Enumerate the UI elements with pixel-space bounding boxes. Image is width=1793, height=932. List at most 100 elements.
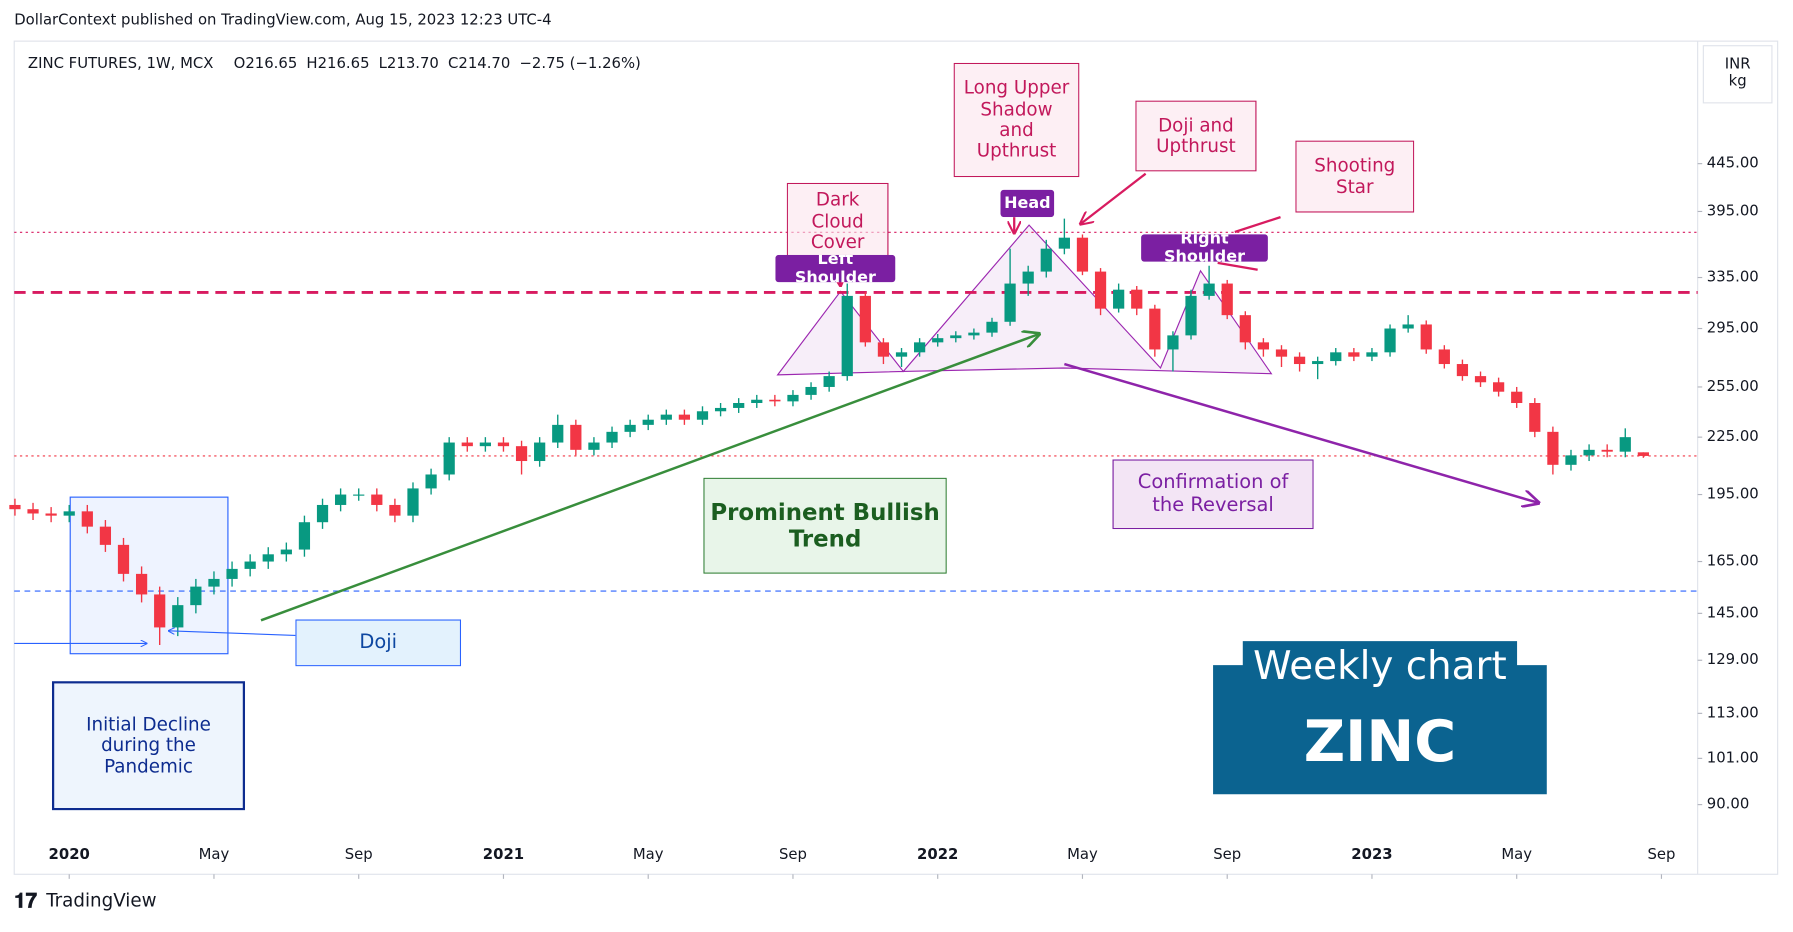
annotation-text: Dark Cloud Cover [786, 182, 889, 261]
annotation-text: Shooting Star [1295, 140, 1415, 213]
candle-body [1094, 271, 1107, 309]
annotation: Right Shoulder [1141, 234, 1268, 262]
x-tick-label: 2023 [1351, 845, 1392, 863]
candle-body [1529, 403, 1541, 432]
ohlc-label: L213.70 [379, 54, 439, 72]
ohlc-label: O216.65 [234, 54, 298, 72]
candle-body [1293, 356, 1306, 365]
arrow [1217, 261, 1258, 271]
candle-body [1257, 342, 1270, 350]
y-tick-label: 255.00 [1707, 377, 1759, 395]
candle-body [714, 407, 727, 412]
x-tick-label: Sep [345, 845, 373, 863]
badge-line1: Weekly chart [1253, 644, 1507, 689]
annotation: Initial Decline during the Pandemic [51, 681, 246, 811]
candle-body [389, 504, 401, 516]
y-tick-label: 225.00 [1707, 427, 1759, 445]
annotation-text: Confirmation of the Reversal [1112, 459, 1314, 530]
annotation: Head [1000, 189, 1055, 218]
candle-body [751, 399, 763, 404]
ohlc-label: H216.65 [306, 54, 369, 72]
candle-body [335, 494, 347, 505]
candle-body [45, 513, 57, 516]
y-tick-label: 395.00 [1707, 201, 1759, 219]
candle-body [1040, 248, 1052, 272]
y-tick-label: 195.00 [1707, 485, 1759, 503]
x-tick-label: May [1067, 845, 1098, 863]
candle-body [841, 295, 853, 377]
x-tick-label: 2022 [917, 845, 958, 863]
x-tick-label: May [1501, 845, 1532, 863]
candle-body [371, 494, 383, 505]
y-tick-label: 145.00 [1707, 603, 1759, 621]
x-tick-label: 2020 [49, 845, 90, 863]
candle-body [298, 522, 311, 550]
candle-body [787, 394, 799, 402]
candle-body [1619, 437, 1631, 452]
candle-body [154, 594, 166, 628]
x-tick-label: May [633, 845, 664, 863]
highlight-zone [69, 496, 229, 655]
candle-body [552, 424, 564, 443]
trend-line [260, 334, 1039, 622]
candle-body [443, 442, 455, 475]
candle-body [280, 549, 292, 555]
frame [13, 40, 1779, 875]
y-tick-label: 90.00 [1707, 795, 1750, 813]
candle-body [1022, 271, 1034, 284]
annotation-text: Prominent Bullish Trend [703, 477, 947, 574]
candle-body [1113, 289, 1125, 309]
candle-body [1565, 455, 1577, 465]
annotation-text: Right Shoulder [1141, 234, 1268, 262]
candle-body [968, 332, 980, 336]
candle-body [1348, 352, 1360, 357]
candle-body [515, 446, 528, 462]
candle-body [1275, 349, 1288, 357]
candle-body [1330, 352, 1342, 362]
candle-body [624, 424, 636, 432]
x-tick-label: Sep [779, 845, 807, 863]
y-tick-label: 445.00 [1707, 154, 1759, 172]
annotation: Long Upper Shadow and Upthrust [953, 62, 1080, 178]
candle-body [1131, 289, 1143, 309]
candle-body [1456, 364, 1469, 377]
brand: TradingView [45, 891, 156, 912]
candle-body [1366, 352, 1378, 357]
candle-body [1058, 237, 1070, 249]
candle-body [27, 509, 39, 514]
candle-body [1167, 335, 1179, 350]
candle-body [172, 605, 184, 628]
candle-body [823, 376, 835, 387]
candle-body [660, 414, 672, 420]
candle-body [1004, 283, 1016, 322]
candle-body [1474, 376, 1487, 383]
candle-body [1637, 452, 1649, 456]
candle-body [81, 511, 93, 527]
candle-body [244, 561, 256, 569]
candle-body [1076, 237, 1089, 272]
candle-body [805, 386, 817, 395]
candle-body [190, 586, 202, 606]
logo-mark: 𝟏𝟕 [14, 889, 37, 913]
candle-body [678, 414, 691, 420]
candle-body [570, 424, 582, 450]
candle-body [9, 504, 21, 510]
candle-body [914, 342, 926, 353]
arrow [169, 631, 296, 636]
candle-body [1149, 308, 1161, 350]
candle-body [407, 488, 419, 516]
annotation: Confirmation of the Reversal [1112, 459, 1314, 530]
candle-body [497, 442, 510, 447]
candle-body [316, 504, 329, 523]
annotation-text: Left Shoulder [775, 254, 896, 283]
candle-body [895, 352, 908, 357]
candle-body [877, 342, 890, 357]
candle-body [99, 526, 112, 545]
candle-body [986, 321, 998, 333]
x-tick-label: 2021 [483, 845, 524, 863]
annotation: Left Shoulder [775, 254, 896, 283]
candle-body [534, 442, 546, 462]
y-tick-label: 295.00 [1707, 319, 1759, 337]
candle-body [1583, 449, 1595, 456]
